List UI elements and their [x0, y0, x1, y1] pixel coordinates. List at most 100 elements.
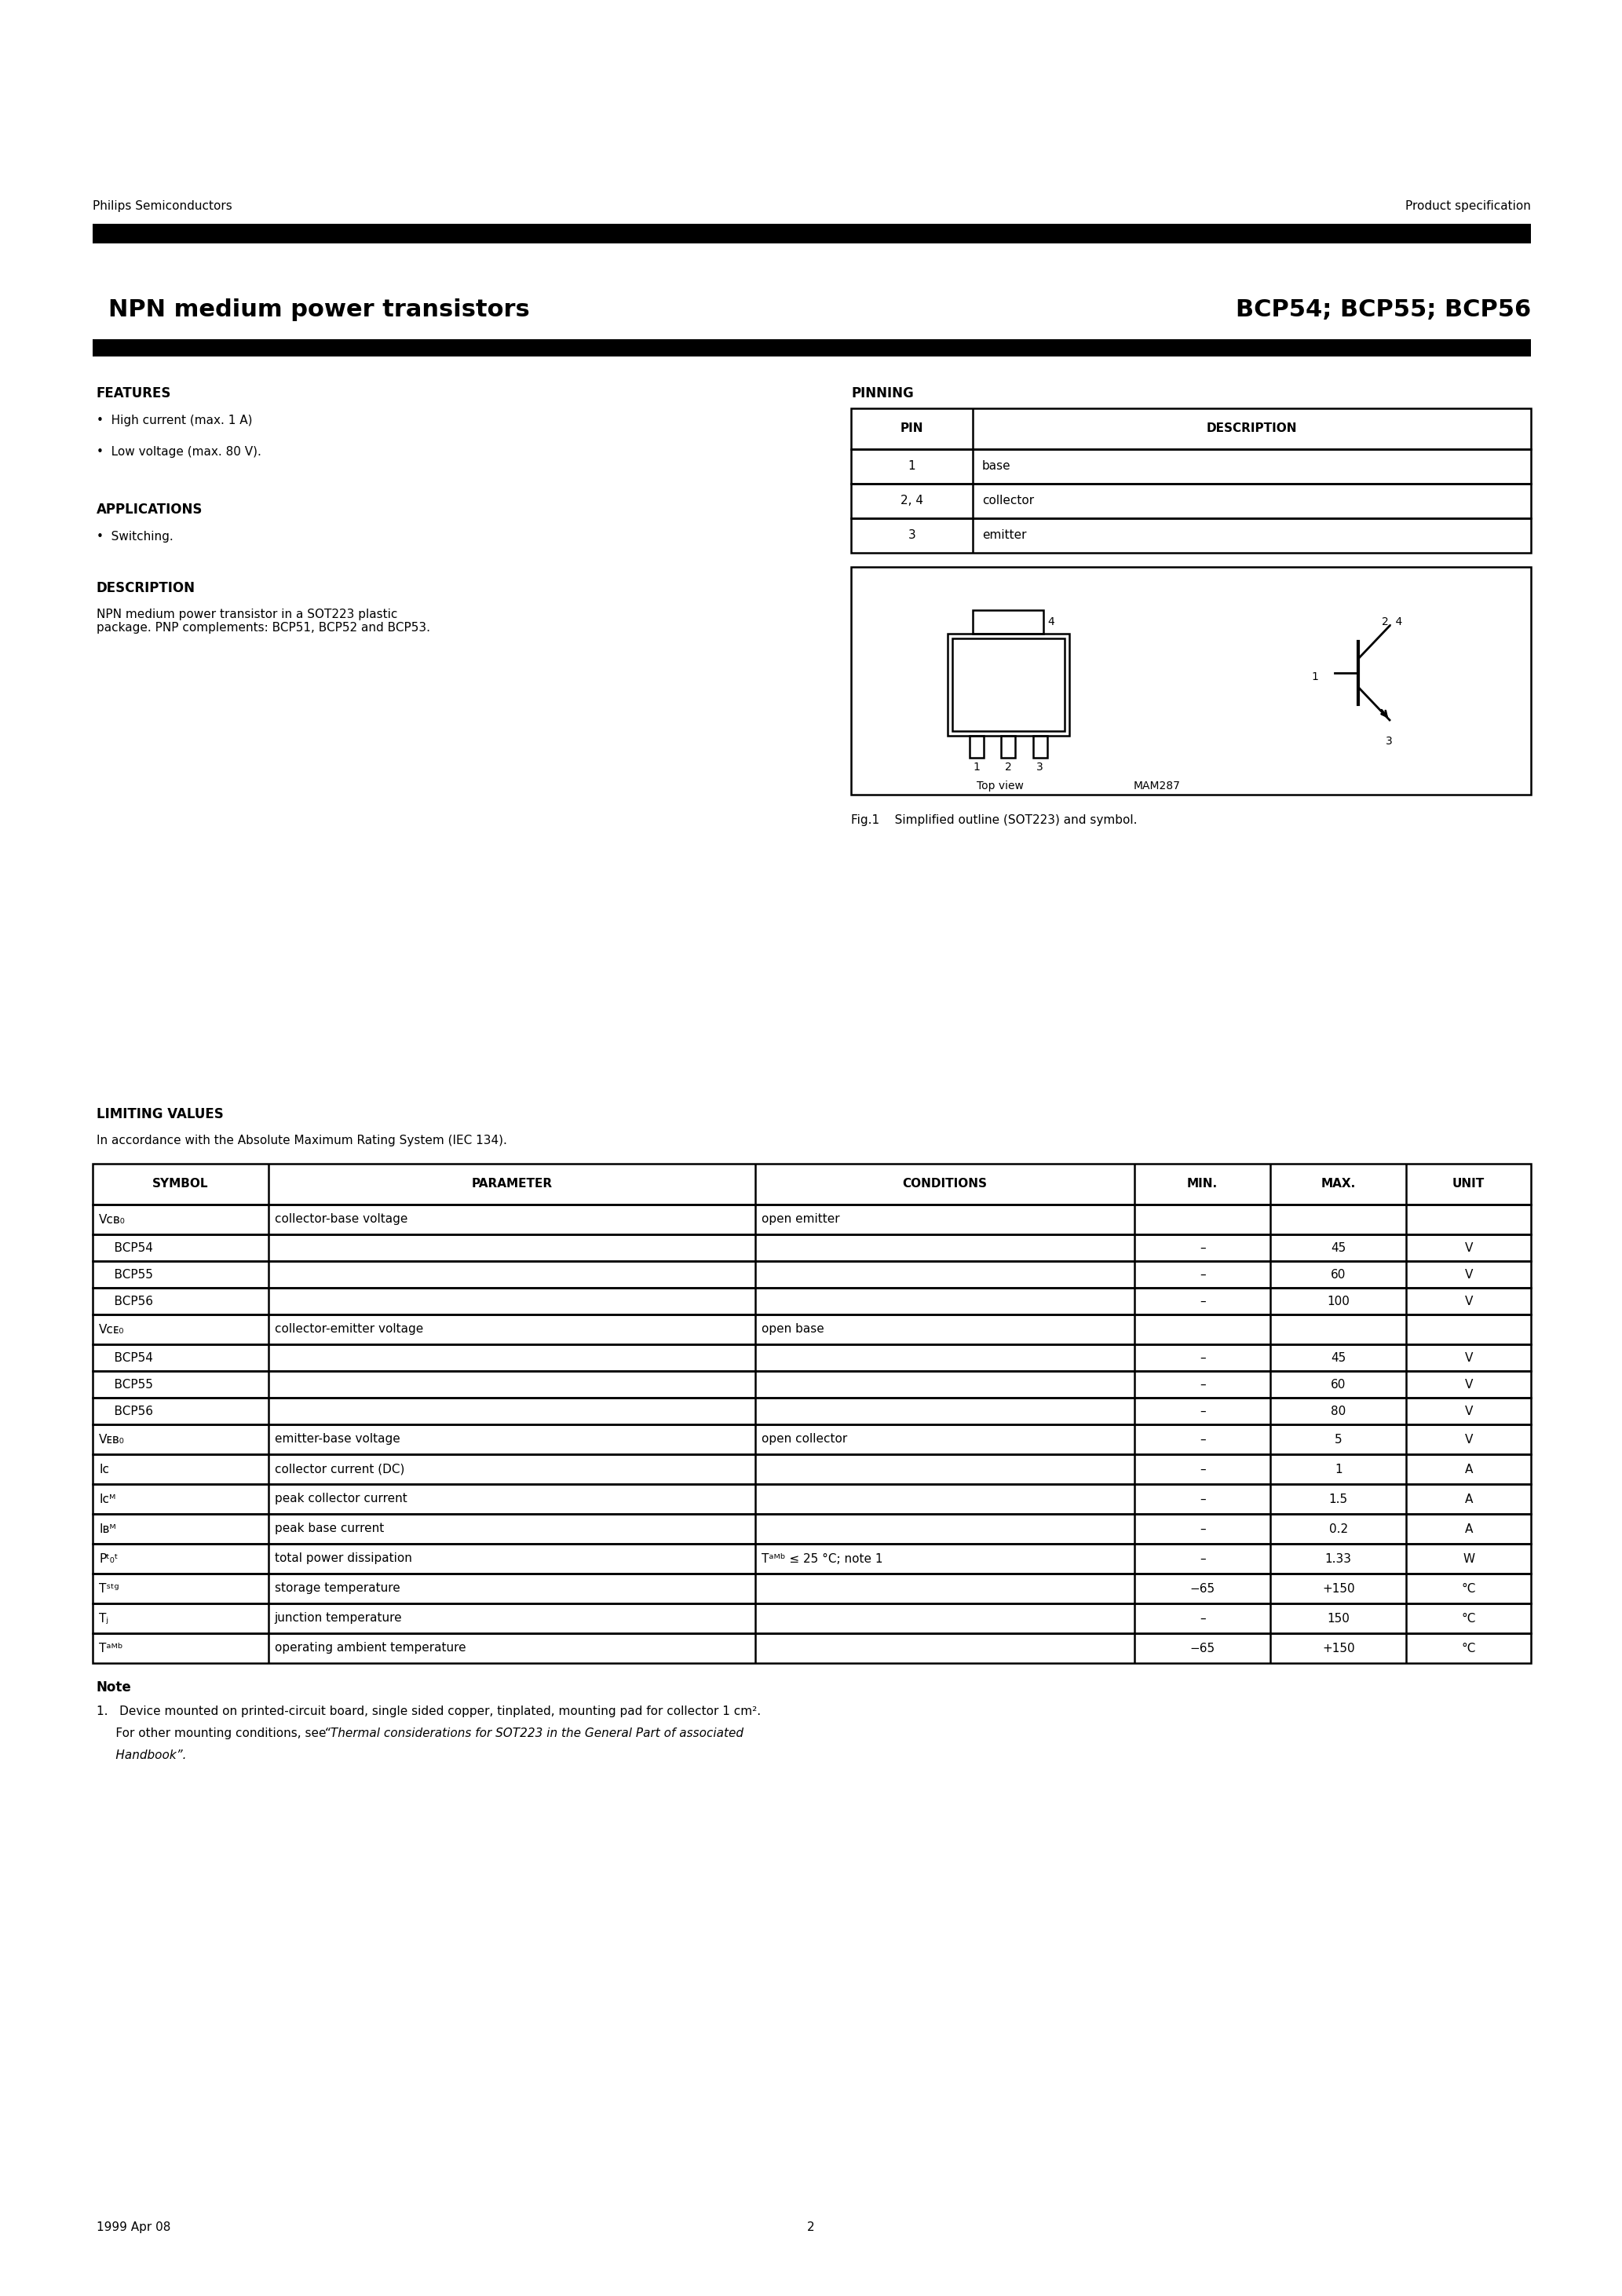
Text: –: –: [1200, 1405, 1205, 1417]
Text: V: V: [1465, 1405, 1473, 1417]
Text: In accordance with the Absolute Maximum Rating System (IEC 134).: In accordance with the Absolute Maximum …: [97, 1134, 508, 1146]
Text: °C: °C: [1461, 1612, 1476, 1623]
Bar: [92, 1513, 1531, 1543]
Text: –: –: [1200, 1267, 1205, 1281]
Text: 150: 150: [1327, 1612, 1350, 1623]
Text: DESCRIPTION: DESCRIPTION: [97, 581, 196, 595]
Text: peak collector current: peak collector current: [274, 1492, 407, 1504]
Bar: [92, 1164, 1531, 1205]
Text: °C: °C: [1461, 1582, 1476, 1593]
Text: 1: 1: [1312, 670, 1319, 682]
Text: –: –: [1200, 1492, 1205, 1504]
Text: open emitter: open emitter: [761, 1215, 840, 1226]
Bar: [92, 1371, 1531, 1398]
Text: 60: 60: [1330, 1378, 1346, 1391]
Text: Tᵃᴹᵇ ≤ 25 °C; note 1: Tᵃᴹᵇ ≤ 25 °C; note 1: [761, 1552, 882, 1564]
Bar: [852, 519, 1531, 553]
Text: 1: 1: [908, 461, 916, 473]
Text: Pᵗ₀ᵗ: Pᵗ₀ᵗ: [99, 1552, 118, 1564]
Text: For other mounting conditions, see: For other mounting conditions, see: [97, 1727, 329, 1740]
Text: 1: 1: [973, 762, 980, 774]
Text: Tˢᵗᵍ: Tˢᵗᵍ: [99, 1582, 118, 1593]
Text: Vᴄʙ₀: Vᴄʙ₀: [99, 1215, 125, 1226]
Text: collector current (DC): collector current (DC): [274, 1463, 404, 1474]
Text: Tⱼ: Tⱼ: [99, 1612, 109, 1623]
Text: APPLICATIONS: APPLICATIONS: [97, 503, 203, 517]
Text: −65: −65: [1191, 1582, 1215, 1593]
Text: –: –: [1200, 1522, 1205, 1534]
Text: CONDITIONS: CONDITIONS: [902, 1178, 988, 1189]
Text: PIN: PIN: [900, 422, 923, 434]
Text: –: –: [1200, 1552, 1205, 1564]
Text: 100: 100: [1327, 1295, 1350, 1306]
Text: Note: Note: [97, 1681, 131, 1694]
Text: 3: 3: [1036, 762, 1043, 774]
Text: BCP55: BCP55: [99, 1378, 152, 1391]
Text: A: A: [1465, 1492, 1473, 1504]
Text: NPN medium power transistor in a SOT223 plastic
package. PNP complements: BCP51,: NPN medium power transistor in a SOT223 …: [97, 608, 430, 634]
Text: Philips Semiconductors: Philips Semiconductors: [92, 200, 232, 211]
Text: BCP55: BCP55: [99, 1267, 152, 1281]
Bar: [92, 1632, 1531, 1662]
Text: Fig.1    Simplified outline (SOT223) and symbol.: Fig.1 Simplified outline (SOT223) and sy…: [852, 815, 1137, 827]
Text: 5: 5: [1335, 1433, 1341, 1444]
Text: V: V: [1465, 1378, 1473, 1391]
Text: operating ambient temperature: operating ambient temperature: [274, 1642, 466, 1653]
Text: +150: +150: [1322, 1582, 1354, 1593]
Text: 4: 4: [1048, 615, 1054, 627]
Bar: [852, 567, 1531, 794]
Text: junction temperature: junction temperature: [274, 1612, 402, 1623]
Text: collector-base voltage: collector-base voltage: [274, 1215, 407, 1226]
Text: “Thermal considerations for SOT223 in the General Part of associated: “Thermal considerations for SOT223 in th…: [324, 1727, 743, 1740]
Bar: [92, 1316, 1531, 1343]
Text: Iᴄ: Iᴄ: [99, 1463, 109, 1474]
Text: V: V: [1465, 1295, 1473, 1306]
Text: A: A: [1465, 1522, 1473, 1534]
Text: BCP56: BCP56: [99, 1295, 152, 1306]
Bar: [92, 1261, 1531, 1288]
Bar: [947, 634, 1069, 735]
Bar: [852, 409, 1531, 450]
Text: Tᵃᴹᵇ: Tᵃᴹᵇ: [99, 1642, 123, 1653]
Text: emitter: emitter: [983, 530, 1027, 542]
Text: open base: open base: [761, 1322, 824, 1336]
Bar: [92, 1424, 1531, 1453]
Text: •  Low voltage (max. 80 V).: • Low voltage (max. 80 V).: [97, 445, 261, 457]
Text: 45: 45: [1330, 1352, 1346, 1364]
Text: LIMITING VALUES: LIMITING VALUES: [97, 1107, 224, 1120]
Text: peak base current: peak base current: [274, 1522, 384, 1534]
Bar: [1033, 735, 1046, 758]
Text: MAX.: MAX.: [1320, 1178, 1356, 1189]
Text: BCP56: BCP56: [99, 1405, 152, 1417]
Text: 1.33: 1.33: [1325, 1552, 1351, 1564]
Text: °C: °C: [1461, 1642, 1476, 1653]
Text: 45: 45: [1330, 1242, 1346, 1254]
Bar: [92, 340, 1531, 356]
Text: 1.5: 1.5: [1328, 1492, 1348, 1504]
Text: +150: +150: [1322, 1642, 1354, 1653]
Text: BCP54; BCP55; BCP56: BCP54; BCP55; BCP56: [1236, 298, 1531, 321]
Text: PARAMETER: PARAMETER: [470, 1178, 551, 1189]
Text: 1: 1: [1335, 1463, 1341, 1474]
Text: FEATURES: FEATURES: [97, 386, 172, 400]
Text: MIN.: MIN.: [1187, 1178, 1218, 1189]
Text: –: –: [1200, 1612, 1205, 1623]
Bar: [92, 1573, 1531, 1603]
Text: –: –: [1200, 1433, 1205, 1444]
Text: 2, 4: 2, 4: [900, 496, 923, 507]
Bar: [92, 1288, 1531, 1316]
Text: 2, 4: 2, 4: [1382, 615, 1403, 627]
Bar: [92, 1205, 1531, 1235]
Text: storage temperature: storage temperature: [274, 1582, 401, 1593]
Text: V: V: [1465, 1352, 1473, 1364]
Bar: [92, 1483, 1531, 1513]
Text: SYMBOL: SYMBOL: [152, 1178, 209, 1189]
Text: Iᴄᴹ: Iᴄᴹ: [99, 1492, 115, 1504]
Text: Iʙᴹ: Iʙᴹ: [99, 1522, 117, 1534]
Bar: [92, 1543, 1531, 1573]
Bar: [952, 638, 1064, 730]
Text: –: –: [1200, 1352, 1205, 1364]
Text: BCP54: BCP54: [99, 1352, 152, 1364]
Text: 1.   Device mounted on printed-circuit board, single sided copper, tinplated, mo: 1. Device mounted on printed-circuit boa…: [97, 1706, 761, 1717]
Text: V: V: [1465, 1267, 1473, 1281]
